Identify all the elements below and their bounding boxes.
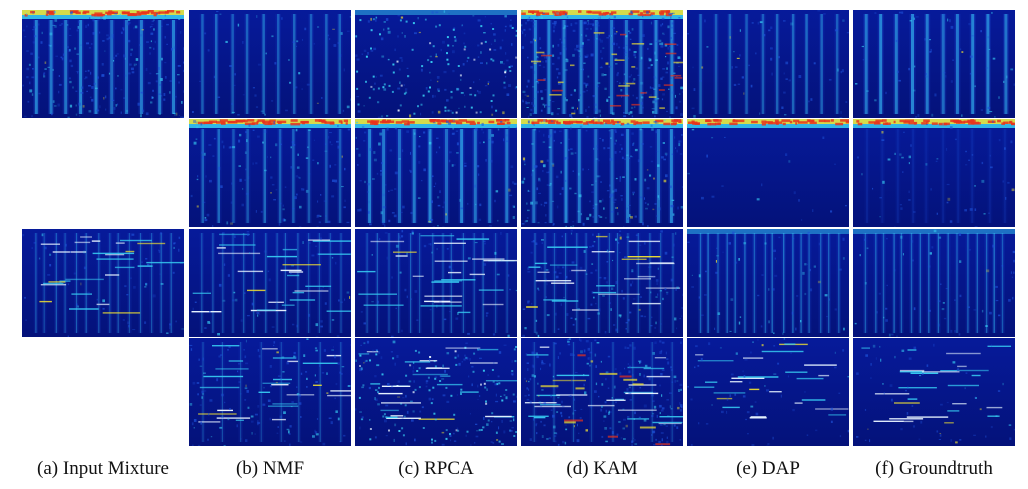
spectrogram-texture (687, 119, 849, 227)
spectrogram-texture (687, 229, 849, 337)
caption-input-mixture: (a) Input Mixture (37, 458, 169, 479)
spectrogram-r0-f (853, 10, 1015, 118)
spectrogram-texture (521, 10, 683, 118)
spectrogram-texture (189, 229, 351, 337)
spectrogram-r0-e (687, 10, 849, 118)
spectrogram-r3-d (521, 338, 683, 446)
spectrogram-r1-c (355, 119, 517, 227)
spectrogram-texture (355, 119, 517, 227)
spectrogram-texture (853, 229, 1015, 337)
spectrogram-r3-e (687, 338, 849, 446)
spectrogram-texture (687, 338, 849, 446)
spectrogram-texture (355, 10, 517, 118)
caption-kam: (d) KAM (566, 458, 638, 479)
spectrogram-r0-b (189, 10, 351, 118)
spectrogram-r1-f (853, 119, 1015, 227)
spectrogram-texture (189, 10, 351, 118)
spectrogram-texture (189, 338, 351, 446)
caption-nmf: (b) NMF (235, 458, 305, 479)
spectrogram-r2-f (853, 229, 1015, 337)
spectrogram-r3-c (355, 338, 517, 446)
spectrogram-r1-b (189, 119, 351, 227)
spectrogram-r2-c (355, 229, 517, 337)
spectrogram-r0-d (521, 10, 683, 118)
spectrogram-texture (22, 10, 184, 118)
spectrogram-r1-d (521, 119, 683, 227)
spectrogram-r2-e (687, 229, 849, 337)
spectrogram-texture (521, 338, 683, 446)
spectrogram-texture (355, 229, 517, 337)
spectrogram-r2-d (521, 229, 683, 337)
spectrogram-r3-f (853, 338, 1015, 446)
spectrogram-texture (521, 119, 683, 227)
spectrogram-r2-a (22, 229, 184, 337)
caption-dap: (e) DAP (736, 458, 800, 479)
spectrogram-texture (355, 338, 517, 446)
spectrogram-texture (853, 10, 1015, 118)
caption-groundtruth: (f) Groundtruth (875, 458, 993, 479)
spectrogram-r2-b (189, 229, 351, 337)
caption-rpca: (c) RPCA (398, 458, 474, 479)
spectrogram-texture (853, 119, 1015, 227)
spectrogram-texture (22, 229, 184, 337)
spectrogram-r0-a (22, 10, 184, 118)
spectrogram-texture (853, 338, 1015, 446)
spectrogram-r1-e (687, 119, 849, 227)
spectrogram-r3-b (189, 338, 351, 446)
spectrogram-texture (521, 229, 683, 337)
spectrogram-texture (189, 119, 351, 227)
spectrogram-r0-c (355, 10, 517, 118)
spectrogram-texture (687, 10, 849, 118)
